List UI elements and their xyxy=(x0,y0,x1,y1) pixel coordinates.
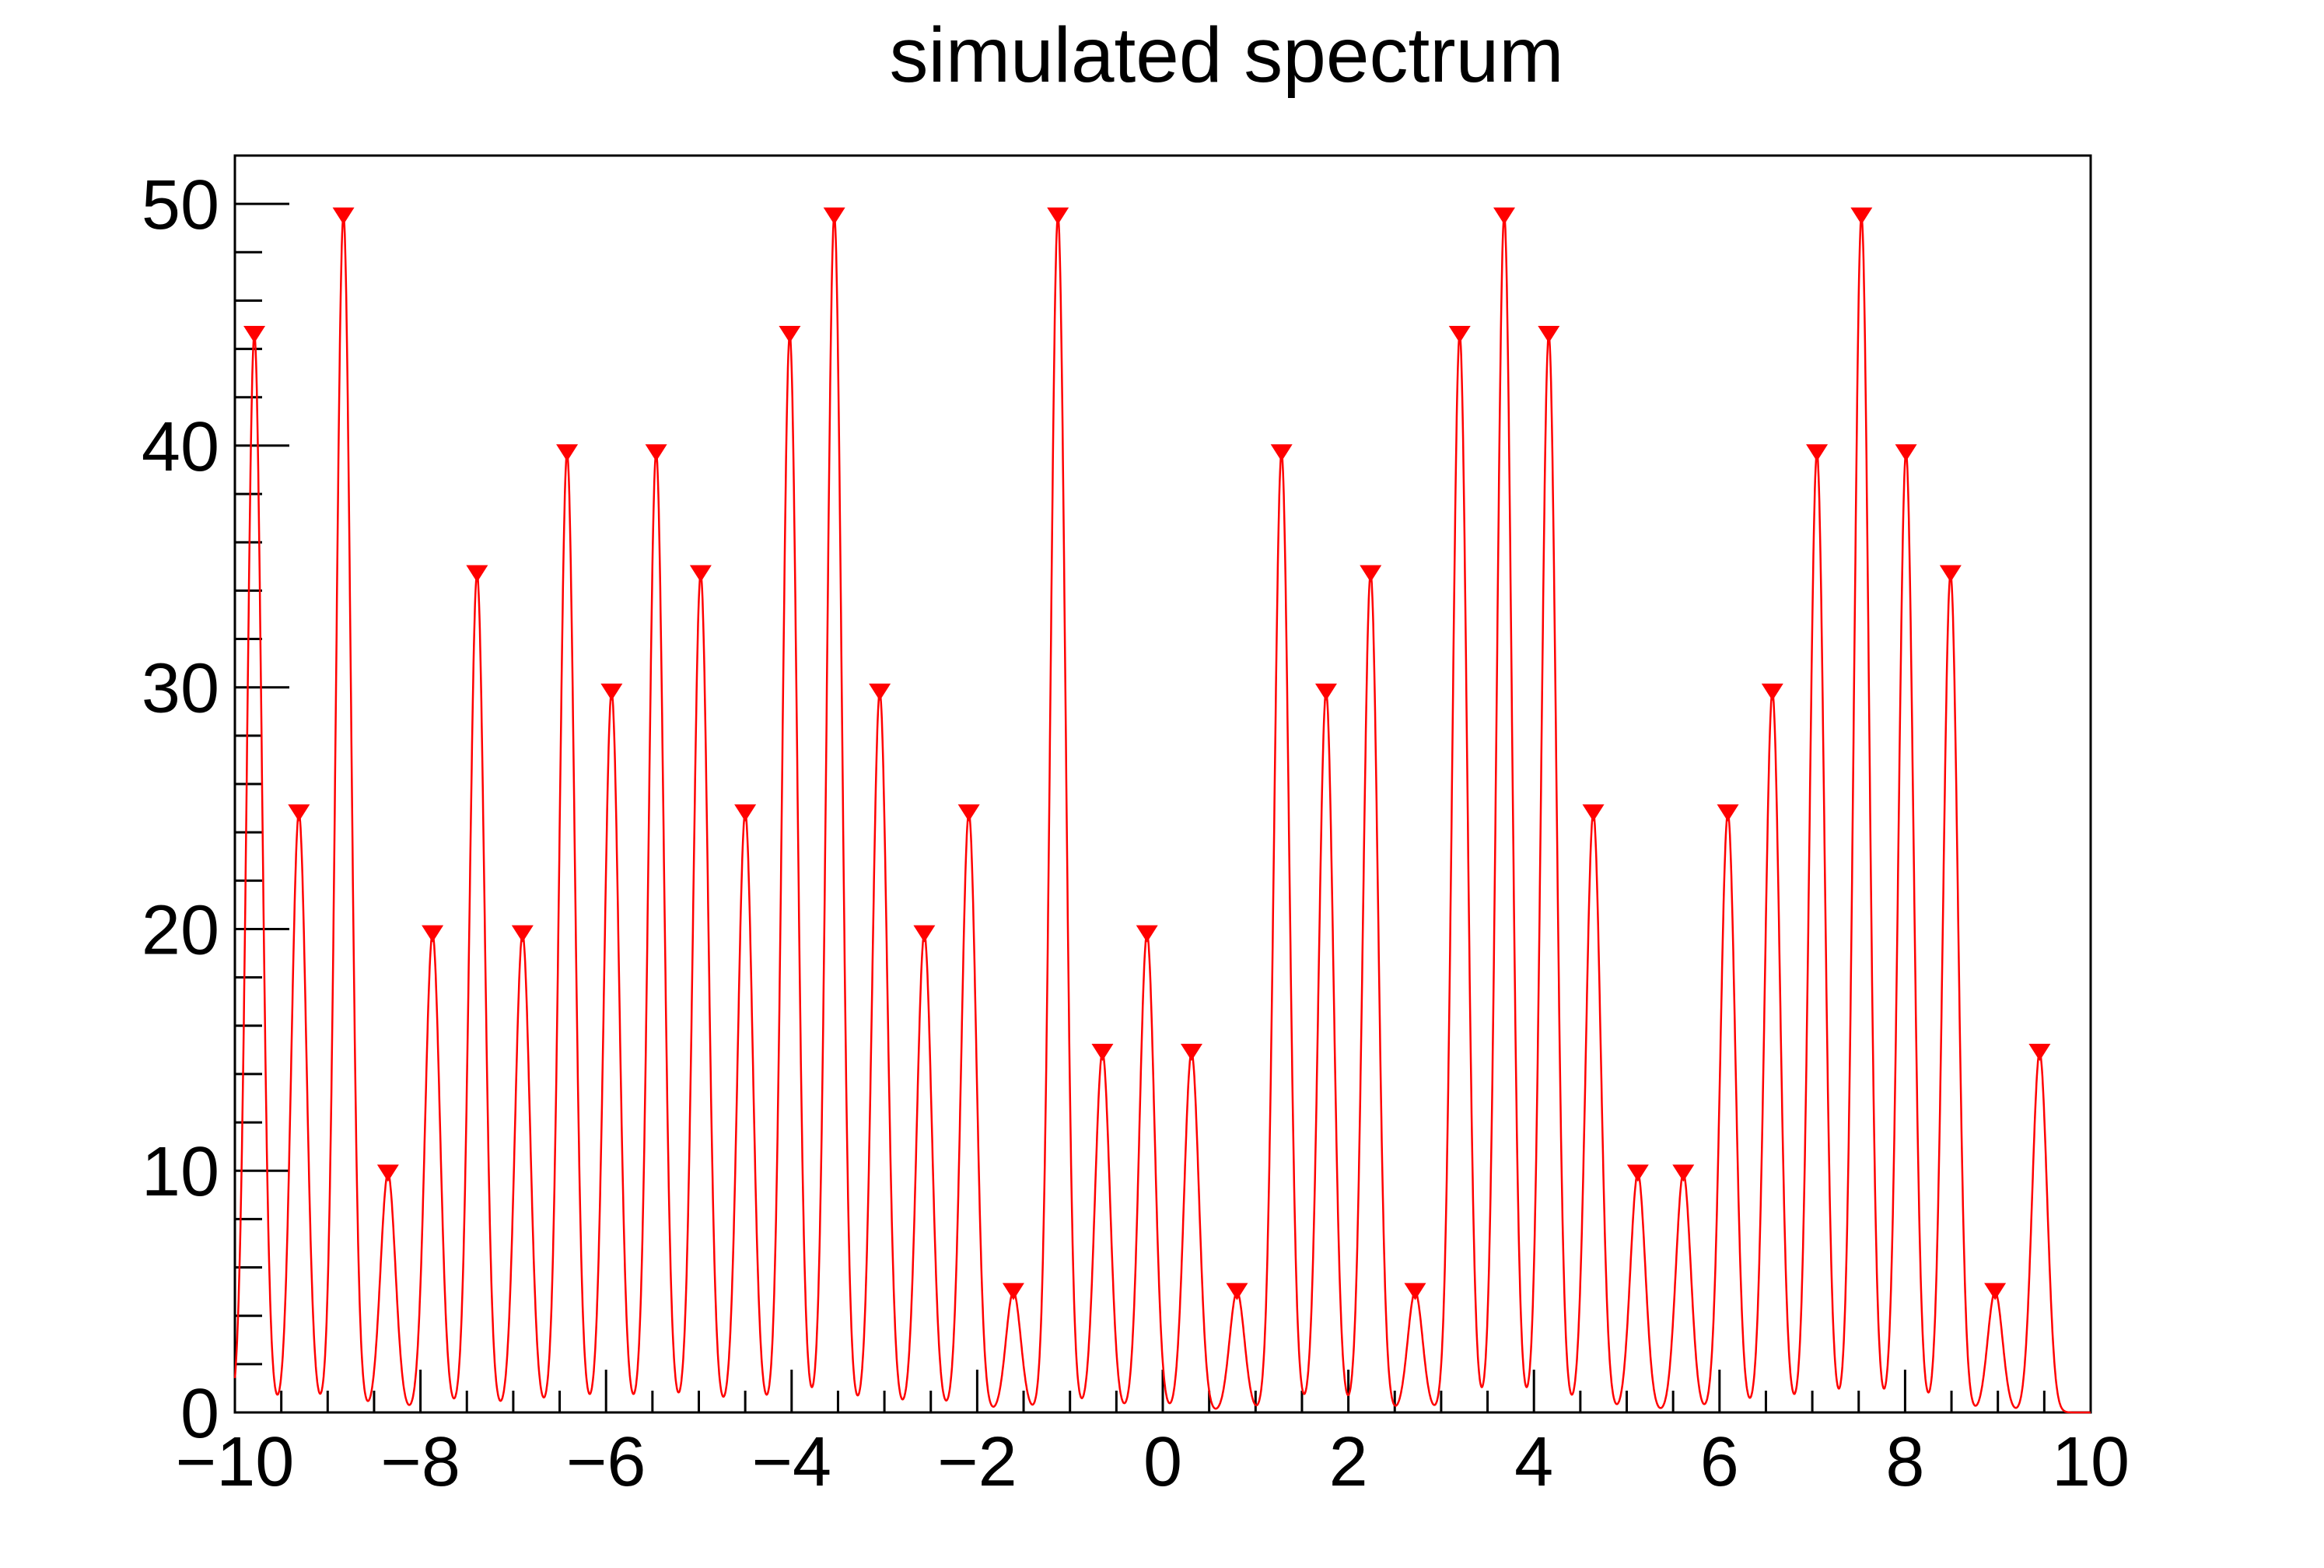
peak-marker xyxy=(1314,683,1337,701)
peak-marker xyxy=(1136,925,1158,943)
peak-marker xyxy=(1895,444,1917,462)
peak-marker xyxy=(1270,444,1293,462)
x-axis-tick-label: −2 xyxy=(937,1423,1017,1501)
x-axis-tick-label: −4 xyxy=(751,1423,831,1501)
chart-title: simulated spectrum xyxy=(890,12,1564,99)
peak-marker xyxy=(1761,683,1783,701)
peak-marker xyxy=(823,207,845,225)
y-axis-tick-label: 40 xyxy=(142,408,219,486)
peak-marker xyxy=(511,925,534,943)
peak-marker xyxy=(779,325,801,343)
y-axis-tick-label: 30 xyxy=(142,650,219,728)
x-axis-tick-label: 6 xyxy=(1700,1423,1739,1501)
peak-marker xyxy=(1984,1283,2007,1300)
peak-marker xyxy=(1672,1164,1695,1182)
x-axis-tick-label: 8 xyxy=(1885,1423,1924,1501)
peak-marker xyxy=(1091,1043,1114,1061)
peak-marker xyxy=(1582,804,1605,822)
x-axis-tick-label: 4 xyxy=(1514,1423,1553,1501)
peak-marker xyxy=(466,565,488,583)
peak-marker xyxy=(1717,804,1739,822)
plot-layer: −10 −8 −6 −4 −2 0 2 4 6 8 10 0 10 20 30 40 50 xyxy=(142,154,2130,1501)
y-axis-tick-label: 10 xyxy=(142,1133,219,1211)
peak-marker xyxy=(1226,1283,1248,1300)
x-axis-tick-label: 10 xyxy=(2052,1423,2130,1501)
peak-marker xyxy=(913,925,936,943)
peak-marker xyxy=(734,804,757,822)
peak-marker xyxy=(332,207,355,225)
peak-marker xyxy=(957,804,980,822)
peak-marker xyxy=(869,683,891,701)
peak-marker xyxy=(556,444,579,462)
peak-marker xyxy=(1180,1043,1202,1061)
peak-marker xyxy=(1850,207,1873,225)
peak-marker xyxy=(1404,1283,1426,1300)
peak-marker xyxy=(1002,1283,1024,1300)
x-axis-tick-label: −10 xyxy=(176,1423,295,1501)
peak-marker xyxy=(1493,207,1516,225)
peak-marker xyxy=(1626,1164,1649,1182)
y-axis-tick-label: 0 xyxy=(180,1375,219,1453)
peak-marker xyxy=(243,325,266,343)
x-axis-tick-label: 2 xyxy=(1329,1423,1368,1501)
peak-marker xyxy=(422,925,444,943)
peak-marker xyxy=(1047,207,1069,225)
peak-marker xyxy=(1360,565,1382,583)
y-axis-tick-label: 50 xyxy=(142,166,219,244)
peak-marker xyxy=(1448,325,1471,343)
peak-marker xyxy=(645,444,667,462)
peak-marker xyxy=(600,683,623,701)
x-axis-tick-label: 0 xyxy=(1143,1423,1182,1501)
peak-marker xyxy=(1939,565,1962,583)
peak-marker xyxy=(1538,325,1560,343)
peak-marker xyxy=(2028,1043,2051,1061)
spectrum-curve xyxy=(233,215,2091,1414)
peak-marker xyxy=(1806,444,1829,462)
peak-marker xyxy=(288,804,310,822)
peak-marker xyxy=(376,1164,399,1182)
x-axis-tick-label: −6 xyxy=(566,1423,646,1501)
y-axis-tick-label: 20 xyxy=(142,891,219,969)
x-axis-tick-label: −8 xyxy=(380,1423,460,1501)
peak-marker xyxy=(689,565,712,583)
